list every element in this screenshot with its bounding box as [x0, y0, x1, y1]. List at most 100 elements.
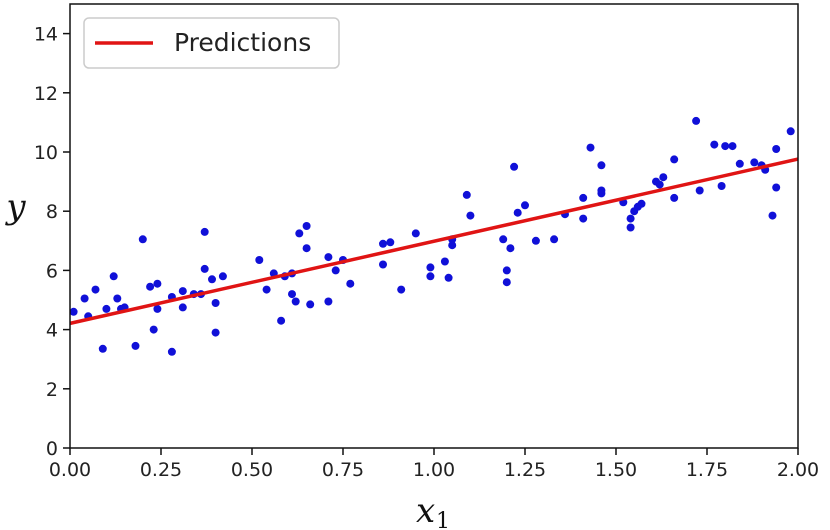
scatter-point — [80, 294, 89, 303]
scatter-point — [772, 145, 781, 153]
prediction-line-path — [69, 157, 799, 326]
scatter-points — [69, 116, 795, 356]
scatter-point — [597, 161, 606, 170]
y-tick-label: 6 — [46, 260, 58, 282]
scatter-point — [178, 303, 187, 312]
scatter-point — [291, 297, 300, 306]
scatter-point — [448, 241, 457, 250]
scatter-point — [200, 227, 209, 236]
scatter-point — [208, 275, 216, 284]
scatter-point — [324, 297, 333, 306]
scatter-point — [659, 173, 668, 182]
y-axis-label: y — [4, 187, 26, 227]
scatter-point — [306, 300, 315, 309]
scatter-point — [397, 285, 406, 294]
scatter-point — [502, 278, 511, 287]
x-tick-label: 0.00 — [49, 459, 91, 481]
scatter-point — [379, 239, 387, 248]
scatter-point — [211, 328, 220, 337]
y-tick-label: 14 — [34, 24, 58, 46]
scatter-point — [346, 279, 355, 288]
scatter-point — [521, 201, 529, 210]
scatter-point — [499, 235, 508, 244]
scatter-point — [102, 304, 111, 313]
scatter-point — [721, 142, 730, 151]
y-tick-label: 2 — [46, 379, 58, 401]
scatter-point — [728, 142, 737, 151]
scatter-point — [579, 193, 588, 202]
scatter-point — [717, 182, 726, 190]
scatter-point — [597, 186, 606, 195]
scatter-point — [710, 140, 719, 149]
scatter-point — [324, 253, 333, 262]
scatter-point — [149, 325, 158, 334]
scatter-point — [277, 316, 286, 325]
y-tick-label: 10 — [34, 142, 58, 164]
scatter-point — [379, 260, 387, 269]
scatter-point — [466, 211, 475, 220]
scatter-point — [153, 304, 162, 313]
scatter-point — [502, 266, 511, 275]
x-tick-label: 0.50 — [231, 459, 273, 481]
x-tick-label: 1.50 — [595, 459, 637, 481]
y-tick-label: 0 — [46, 438, 58, 460]
x-tick-label: 0.75 — [322, 459, 364, 481]
scatter-point — [146, 282, 155, 291]
y-tick-label: 12 — [34, 83, 58, 105]
scatter-point — [113, 294, 122, 303]
scatter-point — [513, 208, 522, 217]
scatter-point — [288, 290, 296, 299]
scatter-point — [626, 223, 635, 232]
scatter-point — [295, 229, 304, 238]
scatter-point — [331, 266, 340, 275]
scatter-point — [750, 158, 759, 167]
scatter-point — [440, 257, 449, 266]
scatter-point — [670, 193, 679, 202]
scatter-point — [386, 238, 395, 247]
scatter-point — [138, 235, 147, 244]
prediction-line — [69, 157, 799, 326]
scatter-point — [200, 264, 209, 273]
legend: Predictions — [83, 17, 340, 69]
scatter-point — [69, 307, 78, 316]
scatter-point — [411, 229, 420, 238]
legend-box — [83, 17, 340, 69]
scatter-point — [255, 256, 264, 264]
scatter-point — [768, 211, 777, 220]
x-axis-ticks: 0.00 0.25 0.50 0.75 1.00 1.25 1.50 1.75 2.00 — [49, 448, 819, 481]
scatter-point — [550, 235, 559, 244]
scatter-point — [531, 236, 540, 245]
plot-area-frame — [69, 3, 799, 449]
x-tick-label: 1.00 — [413, 459, 455, 481]
scatter-point — [692, 116, 701, 125]
scatter-point — [91, 285, 100, 294]
scatter-point — [109, 272, 118, 281]
scatter-point — [655, 180, 664, 189]
scatter-point — [510, 162, 519, 171]
y-tick-label: 4 — [46, 320, 58, 342]
scatter-point — [506, 244, 515, 253]
scatter-point — [302, 222, 311, 230]
x-axis-label-subscript: 1 — [436, 509, 450, 530]
scatter-point — [695, 186, 704, 195]
scatter-point — [218, 272, 227, 281]
scatter-point — [462, 190, 471, 199]
x-axis-label: x — [416, 491, 435, 530]
scatter-point — [262, 285, 271, 294]
scatter-point — [586, 143, 595, 152]
scatter-point — [772, 183, 781, 192]
scatter-point — [444, 273, 453, 282]
scatter-point — [579, 214, 588, 223]
scatter-point — [153, 279, 162, 288]
scatter-point — [426, 272, 435, 281]
scatter-point — [670, 155, 679, 164]
scatter-point — [426, 263, 435, 272]
scatter-point — [178, 287, 187, 296]
scatter-point — [211, 299, 220, 307]
scatter-point — [637, 199, 646, 208]
x-tick-label: 1.75 — [686, 459, 728, 481]
scatter-point — [98, 344, 107, 353]
legend-entry-predictions: Predictions — [174, 28, 311, 57]
x-tick-label: 0.25 — [140, 459, 182, 481]
x-tick-label: 2.00 — [777, 459, 819, 481]
